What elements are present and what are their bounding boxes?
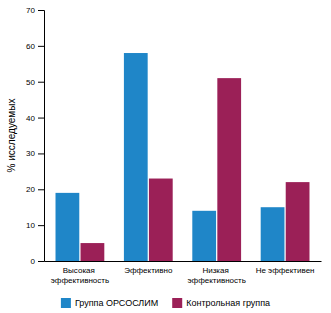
y-axis: 0 10 20 30 40 50 60 70 [26, 6, 44, 266]
bar [192, 211, 216, 261]
x-tick-label: Низкая эффективность [188, 266, 246, 285]
y-tick-label: 0 [31, 257, 36, 266]
bar [261, 207, 285, 261]
x-tick: Высокая эффективность [51, 266, 109, 285]
y-axis-title: % исследуемых [6, 99, 17, 173]
bar [56, 193, 80, 261]
y-tick-mark [38, 46, 44, 47]
chart-container: 0 10 20 30 40 50 60 70 Высокая эффективность Эффе… [0, 0, 331, 313]
bar [217, 78, 241, 261]
y-tick: 60 [26, 42, 44, 51]
legend-item: Контрольная группа [172, 298, 270, 308]
x-tick: Низкая эффективность [188, 266, 246, 285]
x-tick-label: Не эффективен [256, 266, 315, 275]
y-tick-mark [38, 153, 44, 154]
y-tick-label: 30 [26, 149, 35, 158]
y-tick-label: 10 [26, 221, 35, 230]
x-tick: Эффективно [124, 266, 173, 275]
x-axis: Высокая эффективность Эффективно Низкая эф… [45, 262, 322, 286]
y-tick: 40 [26, 114, 44, 123]
y-tick-mark [38, 225, 44, 226]
bar [81, 243, 105, 261]
plot: 0 10 20 30 40 50 60 70 Высокая эффективность Эффе… [26, 6, 321, 285]
y-tick: 0 [31, 257, 44, 266]
bar [149, 179, 173, 261]
legend-swatch [61, 298, 71, 308]
y-tick: 20 [26, 185, 44, 194]
x-axis-line [45, 261, 322, 262]
x-tick-label: Эффективно [124, 266, 173, 275]
bar [124, 53, 148, 261]
bars [56, 53, 310, 261]
y-tick-label: 50 [26, 78, 35, 87]
bar [286, 182, 310, 261]
y-tick-label: 40 [26, 114, 35, 123]
y-tick: 30 [26, 149, 44, 158]
y-tick-label: 20 [26, 185, 35, 194]
y-tick-mark [38, 189, 44, 190]
legend-label: Контрольная группа [186, 298, 270, 308]
legend: Группа ОРСОСЛИМ Контрольная группа [61, 298, 270, 308]
y-tick-label: 70 [26, 6, 35, 15]
y-tick-mark [38, 118, 44, 119]
chart-svg: 0 10 20 30 40 50 60 70 Высокая эффективность Эффе… [0, 0, 331, 313]
x-tick-label: Высокая эффективность [51, 266, 109, 285]
y-tick: 50 [26, 78, 44, 87]
y-tick: 70 [26, 6, 44, 15]
legend-label: Группа ОРСОСЛИМ [75, 298, 158, 308]
legend-item: Группа ОРСОСЛИМ [61, 298, 158, 308]
legend-swatch [172, 298, 182, 308]
y-tick-mark [38, 82, 44, 83]
y-tick-mark [38, 10, 44, 11]
y-axis-line [38, 11, 45, 262]
y-tick: 10 [26, 221, 44, 230]
x-tick: Не эффективен [256, 266, 315, 275]
y-tick-mark [38, 261, 44, 262]
y-tick-label: 60 [26, 42, 35, 51]
